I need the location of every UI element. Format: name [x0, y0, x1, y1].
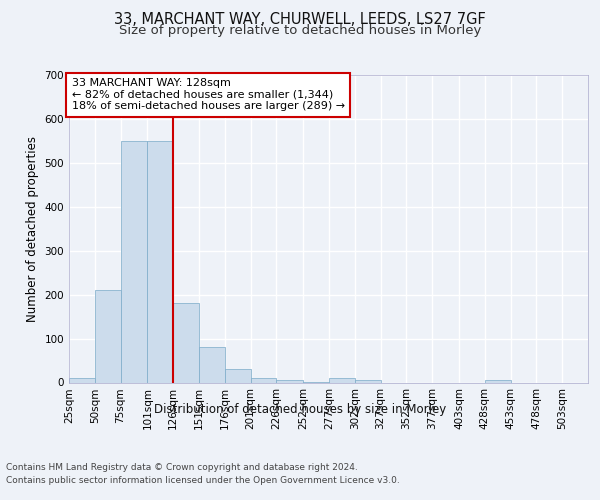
Bar — [251, 378, 277, 382]
Text: Distribution of detached houses by size in Morley: Distribution of detached houses by size … — [154, 402, 446, 415]
Bar — [173, 304, 199, 382]
Text: Contains public sector information licensed under the Open Government Licence v3: Contains public sector information licen… — [6, 476, 400, 485]
Text: Contains HM Land Registry data © Crown copyright and database right 2024.: Contains HM Land Registry data © Crown c… — [6, 462, 358, 471]
Bar — [121, 141, 148, 382]
Y-axis label: Number of detached properties: Number of detached properties — [26, 136, 39, 322]
Bar — [485, 380, 511, 382]
Text: 33, MARCHANT WAY, CHURWELL, LEEDS, LS27 7GF: 33, MARCHANT WAY, CHURWELL, LEEDS, LS27 … — [114, 12, 486, 28]
Bar — [199, 348, 225, 382]
Bar — [148, 141, 173, 382]
Bar — [69, 378, 95, 382]
Bar — [225, 370, 251, 382]
Text: Size of property relative to detached houses in Morley: Size of property relative to detached ho… — [119, 24, 481, 37]
Bar — [277, 380, 303, 382]
Bar — [95, 290, 121, 382]
Bar — [355, 380, 380, 382]
Bar — [329, 378, 355, 382]
Text: 33 MARCHANT WAY: 128sqm
← 82% of detached houses are smaller (1,344)
18% of semi: 33 MARCHANT WAY: 128sqm ← 82% of detache… — [71, 78, 345, 112]
